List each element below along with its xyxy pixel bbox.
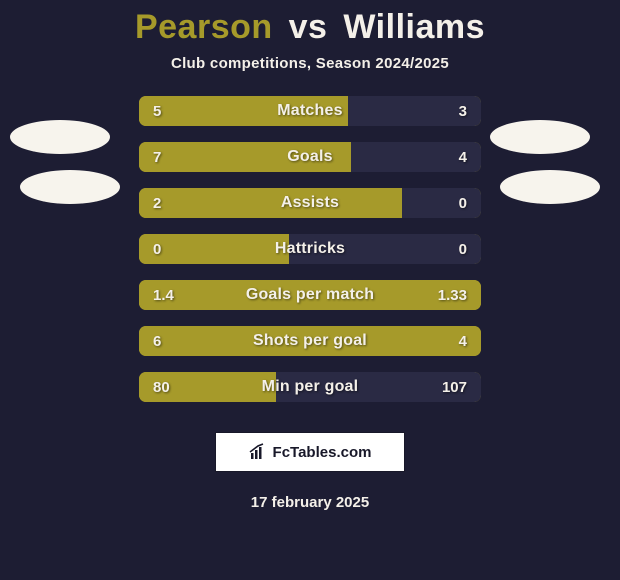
comparison-card: Pearson vs Williams Club competitions, S… <box>0 0 620 580</box>
stat-value-right: 4 <box>459 142 467 172</box>
stat-value-right: 107 <box>442 372 467 402</box>
stat-fill-left <box>139 188 402 218</box>
stat-fill-left <box>139 234 289 264</box>
brand-badge: FcTables.com <box>215 432 405 472</box>
stat-value-right: 1.33 <box>438 280 467 310</box>
date-text: 17 february 2025 <box>0 494 620 511</box>
stat-row: Goals74 <box>139 142 481 172</box>
stat-value-right: 0 <box>459 188 467 218</box>
stat-row: Min per goal80107 <box>139 372 481 402</box>
title-player1: Pearson <box>135 8 273 46</box>
stat-value-right: 0 <box>459 234 467 264</box>
stat-fill-left <box>139 326 481 356</box>
stat-fill-right <box>402 188 481 218</box>
chart-icon <box>249 443 267 461</box>
subtitle: Club competitions, Season 2024/2025 <box>0 55 620 72</box>
stat-fill-left <box>139 96 348 126</box>
stat-fill-left <box>139 142 351 172</box>
player-avatar <box>490 120 590 154</box>
stat-value-right: 3 <box>459 96 467 126</box>
stat-fill-left <box>139 280 481 310</box>
stat-value-left: 7 <box>153 142 161 172</box>
title: Pearson vs Williams <box>0 0 620 51</box>
player-avatar <box>500 170 600 204</box>
stat-value-left: 80 <box>153 372 170 402</box>
stat-value-left: 0 <box>153 234 161 264</box>
stat-value-left: 2 <box>153 188 161 218</box>
stat-value-left: 5 <box>153 96 161 126</box>
title-vs: vs <box>289 8 328 46</box>
stat-row: Hattricks00 <box>139 234 481 264</box>
stat-row: Goals per match1.41.33 <box>139 280 481 310</box>
stat-row: Matches53 <box>139 96 481 126</box>
stat-value-right: 4 <box>459 326 467 356</box>
stat-row: Assists20 <box>139 188 481 218</box>
title-player2: Williams <box>343 8 485 46</box>
player-avatar <box>20 170 120 204</box>
stat-value-left: 6 <box>153 326 161 356</box>
stat-row: Shots per goal64 <box>139 326 481 356</box>
stat-value-left: 1.4 <box>153 280 174 310</box>
brand-text: FcTables.com <box>273 444 372 461</box>
stat-fill-right <box>289 234 481 264</box>
player-avatar <box>10 120 110 154</box>
